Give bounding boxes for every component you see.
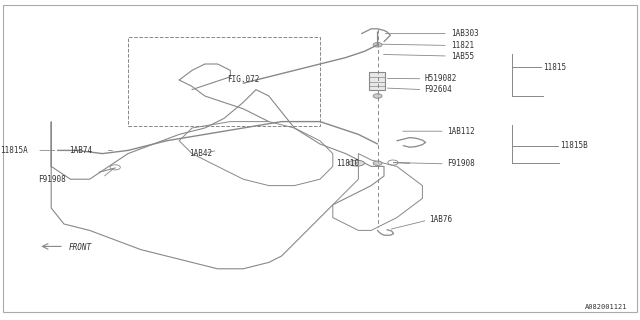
Text: 1AB74: 1AB74: [69, 146, 92, 155]
Ellipse shape: [349, 160, 365, 166]
Text: 1AB42: 1AB42: [189, 149, 212, 158]
Text: F92604: F92604: [424, 85, 452, 94]
Text: FIG.072: FIG.072: [227, 75, 260, 84]
Circle shape: [373, 43, 382, 47]
Text: 11815B: 11815B: [560, 141, 588, 150]
Text: 1AB303: 1AB303: [451, 29, 479, 38]
Text: 1AB55: 1AB55: [451, 52, 474, 61]
Text: 1AB112: 1AB112: [447, 127, 474, 136]
Text: 11815: 11815: [543, 63, 566, 72]
Text: H519082: H519082: [424, 74, 457, 83]
Circle shape: [373, 161, 382, 165]
Text: FRONT: FRONT: [69, 243, 92, 252]
Text: F91908: F91908: [38, 175, 66, 184]
Text: A082001121: A082001121: [585, 304, 627, 310]
Text: 1AB76: 1AB76: [429, 215, 452, 224]
Text: 11810: 11810: [336, 159, 359, 168]
FancyBboxPatch shape: [369, 72, 385, 90]
Text: 11821: 11821: [451, 41, 474, 50]
Circle shape: [373, 94, 382, 98]
Text: F91908: F91908: [447, 159, 474, 168]
Text: 11815A: 11815A: [0, 146, 28, 155]
